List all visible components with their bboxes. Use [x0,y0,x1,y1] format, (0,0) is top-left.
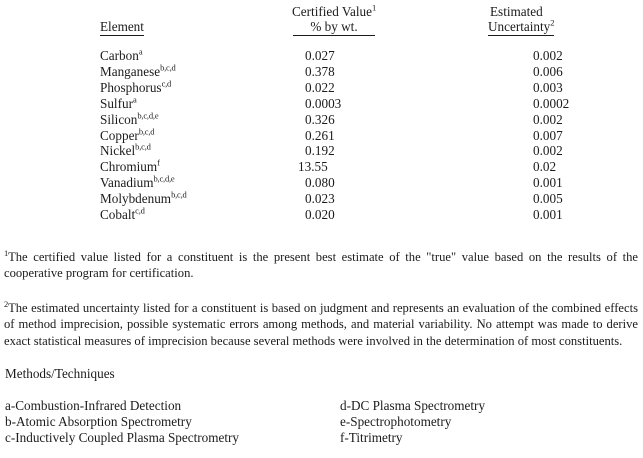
uncertainty-value: 0.02 [533,159,557,175]
element-name: Cobaltc,d [0,205,305,223]
footnote-number: 2 [4,298,9,309]
element-label: Nickel [100,143,136,159]
methods-left-column: a-Combustion-Infrared Detection b-Atomic… [5,398,340,446]
method-item-f: f-Titrimetry [340,430,403,446]
uncertainty-value: 0.002 [533,111,563,127]
certified-values-table: Carbona 0.027 0.002 Manganeseb,c,d 0.378… [0,46,643,223]
element-label: Vanadium [100,175,154,191]
method-superscript: b,c,d,e [153,173,175,184]
method-superscript: c,d [161,78,172,89]
certified-value: 0.080 [305,175,335,191]
method-superscript: c,d [135,205,145,216]
table-row: Siliconb,c,d,e 0.326 0.002 [0,110,643,128]
method-superscript: b,c,d [135,142,151,153]
method-item-e: e-Spectrophotometry [340,414,452,430]
unit-column-header: % by wt. [293,19,375,36]
table-row: Copperb,c,d 0.261 0.007 [0,126,643,144]
element-name: Molybdenumb,c,d [0,191,305,207]
element-name: Chromiumf [0,159,305,175]
method-superscript: b,c,d [171,189,187,200]
estimated-column-header: Estimated [490,4,543,19]
table-row: Molybdenumb,c,d 0.023 0.005 [0,191,643,207]
element-label: Sulfur [100,95,133,111]
element-label: Carbon [100,48,139,63]
element-name: Nickelb,c,d [0,143,305,159]
certified-value: 0.022 [305,79,335,95]
certified-value: 0.027 [305,48,335,63]
element-name: Manganeseb,c,d [0,62,305,80]
method-item-a: a-Combustion-Infrared Detection [5,398,182,413]
certified-value: 0.0003 [305,95,342,111]
uncertainty-label: Uncertainty [488,19,551,34]
method-item-d: d-DC Plasma Spectrometry [340,398,486,413]
element-label: Manganese [100,63,161,79]
footnote-certified-value: 1The certified value listed for a consti… [4,247,638,282]
uncertainty-value: 0.0002 [533,95,570,111]
method-superscript: a [132,94,137,105]
certified-value-column-header: Certified Value1 [292,2,377,19]
method-item-b: b-Atomic Absorption Spectrometry [5,414,192,430]
methods-right-column: d-DC Plasma Spectrometry e-Spectrophotom… [340,398,485,446]
element-name: Copperb,c,d [0,126,305,144]
uncertainty-value: 0.007 [533,127,563,143]
uncertainty-footnote-ref: 2 [550,17,555,28]
certified-value: 0.378 [305,63,335,79]
table-row: Chromiumf 13.55 0.02 [0,159,643,175]
uncertainty-value: 0.002 [533,143,563,159]
footnote-number: 1 [4,247,9,258]
method-item-c: c-Inductively Coupled Plasma Spectrometr… [5,430,240,446]
element-name: Phosphorusc,d [0,78,305,96]
method-superscript: b,c,d,e [137,110,159,121]
certified-value: 0.020 [305,207,335,223]
certified-value-footnote-ref: 1 [371,2,377,13]
uncertainty-value: 0.005 [533,191,563,207]
certified-value: 13.55 [298,159,328,175]
certified-value: 0.261 [305,127,335,143]
table-row: Sulfura 0.0003 0.0002 [0,94,643,112]
uncertainty-value: 0.001 [533,175,563,191]
element-label: Chromium [100,159,158,175]
uncertainty-value: 0.006 [533,63,563,79]
uncertainty-column-header: Uncertainty2 [488,17,555,36]
element-label: Cobalt [100,207,136,223]
table-row: Cobaltc,d 0.020 0.001 [0,205,643,223]
table-row: Carbona 0.027 0.002 [0,46,643,64]
element-name: Vanadiumb,c,d,e [0,175,305,191]
table-row: Manganeseb,c,d 0.378 0.006 [0,62,643,80]
element-label: Phosphorus [100,79,162,95]
table-row: Nickelb,c,d 0.192 0.002 [0,143,643,159]
table-row: Vanadiumb,c,d,e 0.080 0.001 [0,175,643,191]
element-column-header: Element [100,19,144,36]
table-row: Phosphorusc,d 0.022 0.003 [0,78,643,96]
footnote-text: The estimated uncertainty listed for a c… [4,300,638,348]
method-superscript: f [157,157,160,168]
footnote-text: The certified value listed for a constit… [4,249,638,281]
element-name: Sulfura [0,94,305,112]
certified-value-label: Certified Value [292,4,372,19]
certified-value: 0.326 [305,111,335,127]
element-label: Silicon [100,111,138,127]
methods-heading: Methods/Techniques [5,366,115,381]
footnote-uncertainty: 2The estimated uncertainty listed for a … [4,298,638,350]
certified-value: 0.023 [305,191,335,207]
method-superscript: b,c,d [138,126,155,137]
uncertainty-value: 0.001 [533,207,563,223]
element-label: Molybdenum [100,191,172,207]
method-superscript: a [138,46,143,57]
methods-legend: a-Combustion-Infrared Detection b-Atomic… [5,398,485,446]
certified-value: 0.192 [305,143,335,159]
element-name: Carbona [0,46,305,64]
element-label: Copper [100,127,139,143]
uncertainty-value: 0.002 [533,48,563,63]
uncertainty-value: 0.003 [533,79,563,95]
method-superscript: b,c,d [160,62,176,73]
element-name: Siliconb,c,d,e [0,110,305,128]
